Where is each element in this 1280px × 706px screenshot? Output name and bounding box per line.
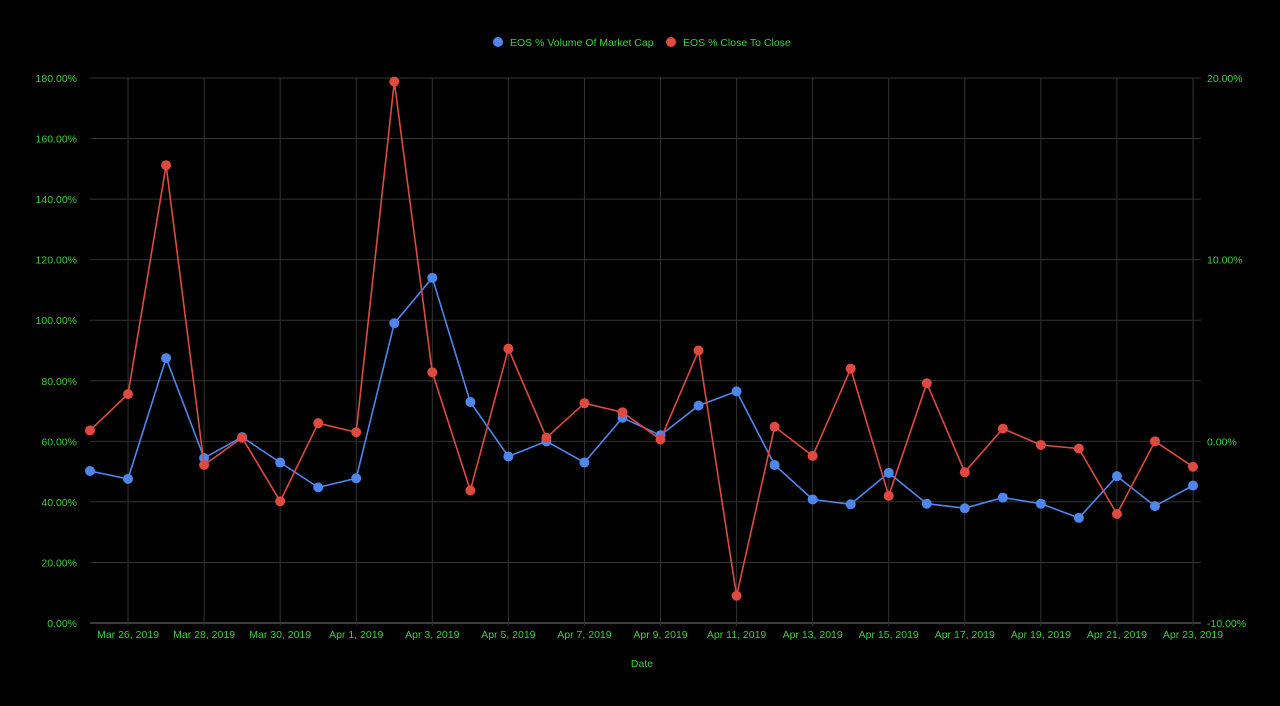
- series-1-point: [731, 590, 742, 601]
- series-1-point: [655, 434, 666, 445]
- series-1-point: [237, 432, 248, 443]
- series-1-point: [541, 432, 552, 443]
- x-axis-title: Date: [631, 658, 653, 670]
- series-1-point: [313, 418, 324, 429]
- x-tick-label: Apr 7, 2019: [557, 629, 611, 641]
- series-0-point: [199, 452, 210, 463]
- right-y-tick-label: 10.00%: [1207, 255, 1243, 267]
- left-y-tick-label: 0.00%: [47, 618, 77, 630]
- x-tick-label: Mar 26, 2019: [97, 629, 159, 641]
- x-tick-label: Apr 13, 2019: [783, 629, 843, 641]
- series-0-point: [883, 467, 894, 478]
- left-y-tick-label: 180.00%: [36, 73, 77, 85]
- legend-marker-1: [666, 37, 676, 47]
- series-0-point: [275, 457, 286, 468]
- series-0-point: [503, 451, 514, 462]
- series-1-point: [1188, 461, 1198, 472]
- left-y-tick-label: 80.00%: [41, 376, 77, 388]
- series-1-point: [465, 485, 476, 496]
- right-y-tick-label: 20.00%: [1207, 73, 1243, 85]
- x-tick-label: Apr 21, 2019: [1087, 629, 1147, 641]
- series-1-point: [275, 496, 286, 507]
- legend-marker-0: [493, 37, 503, 47]
- series-1-point: [959, 467, 970, 478]
- x-tick-label: Apr 23, 2019: [1163, 629, 1223, 641]
- series-1-point: [503, 343, 514, 354]
- series-0-point: [465, 396, 476, 407]
- left-y-tick-label: 20.00%: [41, 557, 77, 569]
- right-y-tick-label: 0.00%: [1207, 436, 1237, 448]
- x-tick-label: Apr 9, 2019: [633, 629, 687, 641]
- series-0-point: [579, 457, 590, 468]
- left-y-tick-label: 60.00%: [41, 436, 77, 448]
- x-tick-label: Mar 28, 2019: [173, 629, 235, 641]
- series-0-point: [313, 482, 324, 493]
- series-1-point: [351, 427, 362, 438]
- series-1-point: [389, 76, 400, 87]
- x-tick-label: Apr 17, 2019: [935, 629, 995, 641]
- series-0-point: [123, 473, 134, 484]
- series-0-point: [769, 459, 780, 470]
- series-0-point: [1073, 512, 1084, 523]
- series-0-point: [997, 492, 1008, 503]
- series-line-1: [89, 81, 1194, 596]
- right-y-axis: -10.00% 0.00% 10.00% 20.00%: [1207, 73, 1246, 630]
- series-1-point: [997, 423, 1008, 434]
- series-0-point: [807, 494, 818, 505]
- x-tick-label: Apr 15, 2019: [859, 629, 919, 641]
- legend[interactable]: EOS % Volume Of Market Cap EOS % Close To…: [493, 37, 791, 49]
- x-tick-label: Mar 30, 2019: [249, 629, 311, 641]
- series-1-point: [1111, 509, 1122, 519]
- series-0-point: [1035, 498, 1046, 509]
- series-1-point: [693, 345, 704, 356]
- series-0-point: [693, 400, 704, 411]
- series-1-point: [85, 425, 95, 436]
- legend-label-0: EOS % Volume Of Market Cap: [510, 37, 654, 49]
- series-0-point: [1111, 471, 1122, 482]
- x-tick-label: Apr 11, 2019: [707, 629, 767, 641]
- series-0-point: [389, 318, 400, 329]
- x-tick-label: Apr 5, 2019: [481, 629, 535, 641]
- series-0-point: [921, 498, 932, 509]
- series-group: [85, 76, 1198, 601]
- x-axis: Mar 26, 2019 Mar 28, 2019 Mar 30, 2019 Apr …: [97, 629, 1223, 641]
- series-1-point: [123, 389, 134, 400]
- series-0-point: [1188, 480, 1198, 491]
- series-1-point: [1073, 443, 1084, 454]
- right-y-tick-label: -10.00%: [1207, 618, 1246, 630]
- left-y-tick-label: 40.00%: [41, 497, 77, 509]
- series-0-point: [1149, 501, 1160, 512]
- x-tick-label: Apr 19, 2019: [1011, 629, 1071, 641]
- series-0-point: [161, 353, 172, 364]
- series-line-0: [89, 276, 1194, 519]
- series-1-point: [845, 363, 856, 374]
- left-y-tick-label: 120.00%: [36, 255, 77, 267]
- left-y-tick-label: 160.00%: [36, 134, 77, 146]
- series-0-point: [85, 466, 95, 477]
- legend-label-1: EOS % Close To Close: [683, 37, 791, 49]
- x-tick-label: Apr 3, 2019: [405, 629, 459, 641]
- series-0-point: [845, 499, 856, 510]
- series-1-point: [883, 490, 894, 501]
- x-tick-label: Apr 1, 2019: [329, 629, 383, 641]
- series-1-point: [921, 378, 932, 389]
- series-0-point: [959, 503, 970, 514]
- series-1-point: [769, 421, 780, 432]
- left-y-axis: 0.00% 20.00% 40.00% 60.00% 80.00% 100.00% 120.…: [36, 73, 77, 630]
- gridlines: [90, 77, 1201, 626]
- series-1-point: [807, 450, 818, 461]
- series-0-point: [731, 386, 742, 397]
- left-y-tick-label: 100.00%: [36, 315, 77, 327]
- series-1-point: [617, 407, 628, 418]
- series-1-point: [1149, 436, 1160, 447]
- series-1-point: [1035, 439, 1046, 450]
- series-0-point: [427, 272, 438, 283]
- series-0-point: [351, 473, 362, 484]
- series-1-point: [161, 160, 172, 171]
- left-y-tick-label: 140.00%: [36, 194, 77, 206]
- series-1-point: [199, 459, 210, 470]
- series-1-point: [427, 367, 438, 378]
- series-1-point: [579, 398, 590, 409]
